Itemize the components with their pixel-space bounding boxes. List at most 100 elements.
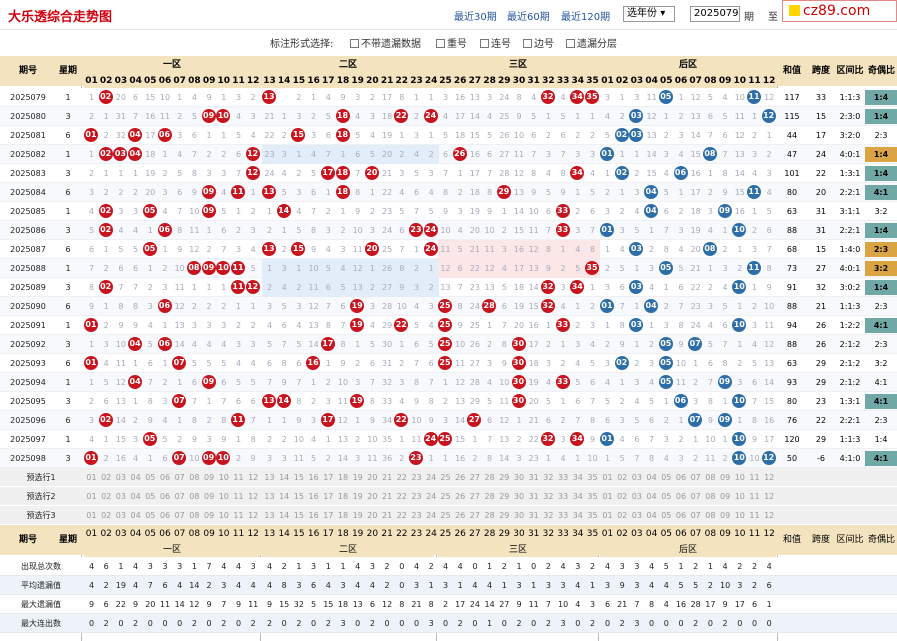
- preselect-number[interactable]: 23: [411, 492, 422, 501]
- preselect-number[interactable]: 27: [469, 511, 480, 520]
- preselect-number[interactable]: 05: [661, 511, 672, 520]
- preselect-number[interactable]: 02: [101, 473, 112, 482]
- preselect-number[interactable]: 03: [631, 511, 642, 520]
- preselect-number[interactable]: 31: [528, 492, 539, 501]
- preselect-number[interactable]: 05: [145, 492, 156, 501]
- preselect-number[interactable]: 08: [189, 473, 200, 482]
- preselect-number[interactable]: 04: [646, 473, 657, 482]
- preselect-number[interactable]: 07: [690, 473, 701, 482]
- preselect-number[interactable]: 33: [558, 511, 569, 520]
- preselect-number[interactable]: 13: [264, 511, 275, 520]
- option-miss-layer[interactable]: 遗漏分层: [566, 35, 617, 50]
- preselect-number[interactable]: 12: [764, 511, 775, 520]
- preselect-number[interactable]: 35: [587, 492, 598, 501]
- preselect-number[interactable]: 06: [675, 511, 687, 520]
- preselect-number[interactable]: 26: [455, 492, 466, 501]
- preselect-number[interactable]: 25: [440, 511, 451, 520]
- preselect-number[interactable]: 02: [101, 492, 112, 501]
- preselect-number[interactable]: 35: [587, 473, 598, 482]
- preselect-number[interactable]: 22: [396, 511, 407, 520]
- option-repeat[interactable]: 重号: [436, 35, 467, 50]
- preselect-number[interactable]: 09: [720, 492, 731, 501]
- preselect-number[interactable]: 10: [734, 492, 745, 501]
- preselect-number[interactable]: 27: [469, 473, 480, 482]
- preselect-number[interactable]: 14: [279, 473, 290, 482]
- preselect-number[interactable]: 07: [174, 511, 185, 520]
- preselect-number[interactable]: 08: [705, 511, 716, 520]
- preselect-number[interactable]: 01: [86, 473, 97, 482]
- preselect-number[interactable]: 20: [367, 511, 378, 520]
- preselect-number[interactable]: 28: [484, 473, 495, 482]
- preselect-number[interactable]: 30: [513, 473, 525, 482]
- preselect-number[interactable]: 01: [602, 473, 613, 482]
- preselect-number[interactable]: 12: [248, 511, 259, 520]
- preselect-number[interactable]: 06: [675, 492, 687, 501]
- preselect-number[interactable]: 16: [308, 492, 319, 501]
- preselect-number[interactable]: 03: [631, 492, 642, 501]
- preselect-number[interactable]: 08: [705, 473, 716, 482]
- preselect-number[interactable]: 11: [749, 473, 760, 482]
- preselect-number[interactable]: 34: [572, 511, 583, 520]
- preselect-number[interactable]: 11: [233, 511, 244, 520]
- preselect-number[interactable]: 21: [382, 511, 393, 520]
- preselect-number[interactable]: 18: [337, 473, 349, 482]
- preselect-number[interactable]: 31: [528, 511, 539, 520]
- preselect-number[interactable]: 11: [749, 492, 760, 501]
- preselect-number[interactable]: 02: [101, 511, 112, 520]
- preselect-number[interactable]: 33: [558, 473, 569, 482]
- preselect-number[interactable]: 19: [352, 473, 363, 482]
- preselect-number[interactable]: 08: [705, 492, 716, 501]
- preselect-number[interactable]: 03: [115, 473, 126, 482]
- preselect-number[interactable]: 06: [159, 492, 171, 501]
- option-no-miss[interactable]: 不带遗漏数据: [350, 35, 421, 50]
- period-header[interactable]: 期号: [2, 56, 54, 86]
- option-consecutive[interactable]: 连号: [480, 35, 511, 50]
- preselect-number[interactable]: 17: [323, 473, 334, 482]
- preselect-number[interactable]: 11: [233, 473, 244, 482]
- preselect-number[interactable]: 09: [720, 473, 731, 482]
- preselect-number[interactable]: 08: [189, 511, 200, 520]
- preselect-number[interactable]: 01: [602, 511, 613, 520]
- preselect-number[interactable]: 32: [543, 511, 554, 520]
- preselect-number[interactable]: 06: [159, 511, 171, 520]
- preselect-number[interactable]: 23: [411, 473, 422, 482]
- preselect-number[interactable]: 24: [426, 492, 437, 501]
- preselect-number[interactable]: 34: [572, 473, 583, 482]
- preselect-number[interactable]: 30: [513, 492, 525, 501]
- preselect-number[interactable]: 11: [749, 511, 760, 520]
- preselect-number[interactable]: 32: [543, 473, 554, 482]
- preselect-number[interactable]: 03: [115, 511, 126, 520]
- preselect-number[interactable]: 34: [572, 492, 583, 501]
- preselect-number[interactable]: 18: [337, 492, 349, 501]
- preselect-number[interactable]: 10: [218, 511, 229, 520]
- preselect-number[interactable]: 04: [130, 473, 141, 482]
- preselect-number[interactable]: 10: [218, 473, 229, 482]
- preselect-number[interactable]: 11: [233, 492, 244, 501]
- preselect-number[interactable]: 21: [382, 492, 393, 501]
- preselect-number[interactable]: 02: [617, 511, 628, 520]
- preselect-number[interactable]: 19: [352, 492, 363, 501]
- preselect-number[interactable]: 01: [86, 511, 97, 520]
- preselect-number[interactable]: 04: [646, 492, 657, 501]
- preselect-number[interactable]: 07: [174, 492, 185, 501]
- preselect-number[interactable]: 28: [484, 511, 495, 520]
- preselect-number[interactable]: 09: [204, 511, 215, 520]
- preselect-number[interactable]: 29: [499, 473, 510, 482]
- preselect-number[interactable]: 10: [218, 492, 229, 501]
- option-edge[interactable]: 边号: [523, 35, 554, 50]
- preselect-number[interactable]: 02: [617, 473, 628, 482]
- preselect-number[interactable]: 13: [264, 473, 275, 482]
- preselect-number[interactable]: 15: [293, 473, 304, 482]
- preselect-number[interactable]: 07: [174, 473, 185, 482]
- preselect-number[interactable]: 31: [528, 473, 539, 482]
- recent-120-link[interactable]: 最近120期: [561, 12, 611, 23]
- preselect-number[interactable]: 12: [764, 492, 775, 501]
- preselect-number[interactable]: 32: [543, 492, 554, 501]
- preselect-number[interactable]: 06: [159, 473, 171, 482]
- preselect-number[interactable]: 25: [440, 492, 451, 501]
- preselect-number[interactable]: 17: [323, 511, 334, 520]
- preselect-number[interactable]: 05: [145, 473, 156, 482]
- preselect-number[interactable]: 03: [115, 492, 126, 501]
- preselect-number[interactable]: 14: [279, 492, 290, 501]
- preselect-number[interactable]: 01: [602, 492, 613, 501]
